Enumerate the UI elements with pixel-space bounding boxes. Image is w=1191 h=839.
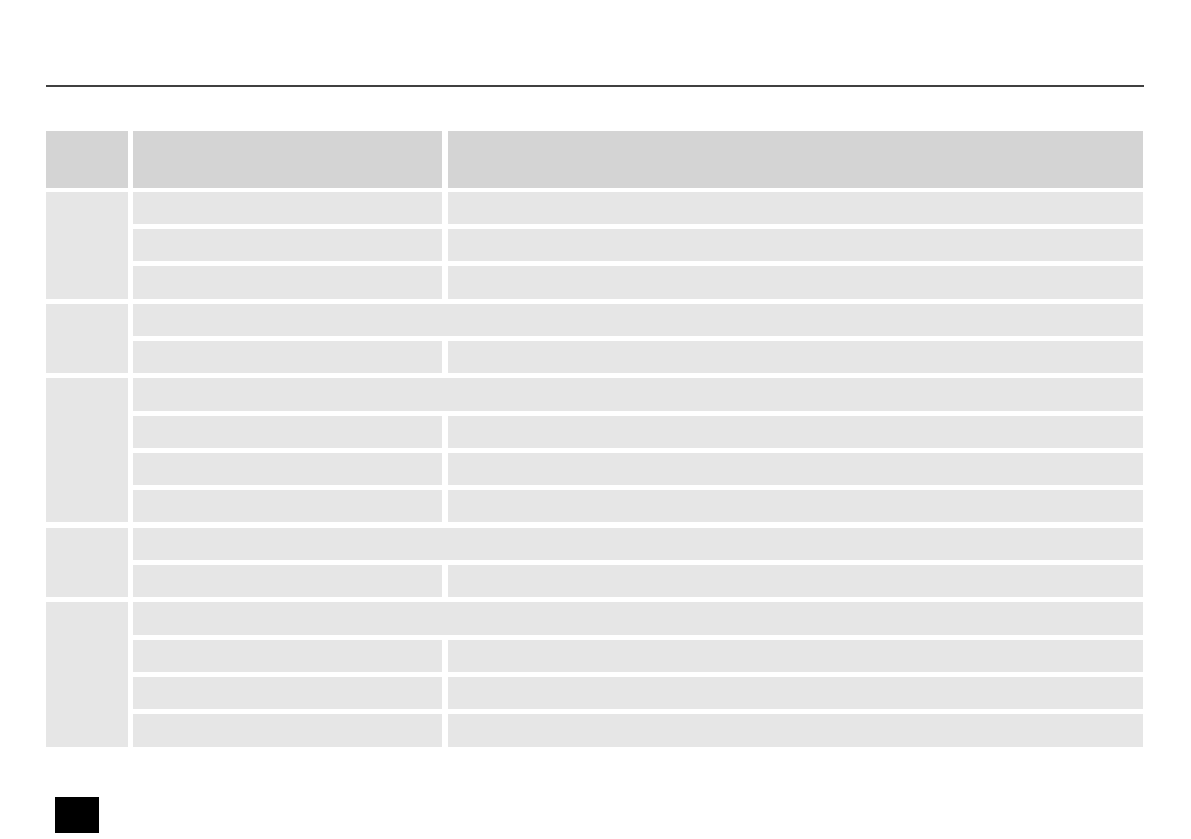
cell <box>133 677 442 709</box>
merged-cell <box>133 378 1143 411</box>
group-cell <box>46 304 128 373</box>
cell <box>448 192 1143 224</box>
cell <box>133 565 442 597</box>
cell <box>133 229 442 261</box>
cell <box>133 192 442 224</box>
cell <box>448 714 1143 747</box>
cell <box>448 266 1143 299</box>
group-cell <box>46 378 128 522</box>
header-cell <box>46 131 128 188</box>
cell <box>448 640 1143 672</box>
cell <box>133 416 442 448</box>
group-cell <box>46 602 128 747</box>
cell <box>448 341 1143 373</box>
cell <box>133 341 442 373</box>
cell <box>133 640 442 672</box>
table <box>46 131 1143 747</box>
cell <box>448 565 1143 597</box>
cell <box>448 677 1143 709</box>
cell <box>448 416 1143 448</box>
group-cell <box>46 528 128 597</box>
cell <box>448 453 1143 485</box>
group-cell <box>46 192 128 299</box>
header-cell <box>448 131 1143 188</box>
cell <box>133 266 442 299</box>
merged-cell <box>133 528 1143 560</box>
cell <box>133 490 442 522</box>
header-cell <box>133 131 442 188</box>
page-marker <box>55 797 99 833</box>
cell <box>448 490 1143 522</box>
cell <box>133 714 442 747</box>
cell <box>448 229 1143 261</box>
cell <box>133 453 442 485</box>
merged-cell <box>133 602 1143 635</box>
merged-cell <box>133 304 1143 336</box>
